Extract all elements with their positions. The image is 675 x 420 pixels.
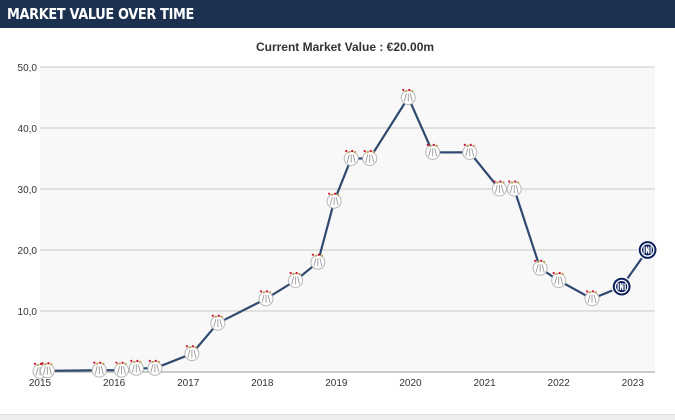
- inter-club-icon[interactable]: [611, 276, 632, 297]
- y-tick-label: 40,0: [18, 124, 38, 135]
- ajax-club-icon[interactable]: [400, 88, 416, 105]
- ajax-club-icon[interactable]: [343, 149, 359, 166]
- plot-background: [40, 67, 655, 372]
- x-tick-label: 2016: [103, 378, 126, 389]
- x-tick-label: 2015: [29, 378, 52, 389]
- ajax-club-icon[interactable]: [210, 314, 226, 331]
- x-tick-label: 2021: [473, 378, 496, 389]
- chart-title: Current Market Value : €20.00m: [255, 40, 435, 54]
- ajax-club-icon[interactable]: [147, 359, 163, 376]
- ajax-club-icon[interactable]: [310, 253, 326, 270]
- ajax-club-icon[interactable]: [506, 180, 522, 197]
- grid-layer: [40, 66, 655, 312]
- ajax-club-icon[interactable]: [462, 143, 478, 160]
- x-tick-label: 2019: [325, 378, 348, 389]
- ajax-club-icon[interactable]: [532, 259, 548, 276]
- y-tick-label: 10,0: [18, 307, 38, 318]
- footer-divider: [0, 414, 675, 420]
- ajax-club-icon[interactable]: [425, 143, 441, 160]
- inter-club-icon[interactable]: [637, 239, 658, 261]
- x-tick-label: 2020: [399, 378, 422, 389]
- ajax-club-icon[interactable]: [584, 290, 600, 307]
- ajax-club-icon[interactable]: [551, 271, 567, 288]
- header-bar: MARKET VALUE OVER TIME: [0, 0, 675, 28]
- x-tick-label: 2022: [548, 378, 571, 389]
- ajax-club-icon[interactable]: [362, 149, 378, 166]
- ajax-club-icon[interactable]: [288, 271, 304, 288]
- axis-layer: 10,0 20,0 30,0 40,0 50,0 2015 2016 2017 2018 2019…: [18, 63, 655, 389]
- x-tick-label: 2017: [177, 378, 200, 389]
- ajax-club-icon[interactable]: [91, 361, 107, 378]
- market-value-chart: 10,0 20,0 30,0 40,0 50,0 2015 2016 2017 2018 2019…: [18, 63, 658, 389]
- header-title: MARKET VALUE OVER TIME: [7, 5, 195, 23]
- ajax-club-icon[interactable]: [326, 192, 342, 209]
- x-tick-label: 2023: [622, 378, 645, 389]
- y-tick-label: 50,0: [18, 63, 38, 74]
- ajax-club-icon[interactable]: [491, 180, 507, 197]
- ajax-club-icon[interactable]: [258, 290, 274, 307]
- ajax-club-icon[interactable]: [39, 362, 55, 379]
- ajax-club-icon[interactable]: [184, 345, 200, 362]
- y-tick-label: 30,0: [18, 185, 38, 196]
- y-tick-label: 20,0: [18, 246, 38, 257]
- ajax-club-icon[interactable]: [114, 361, 130, 378]
- x-tick-label: 2018: [251, 378, 274, 389]
- ajax-club-icon[interactable]: [128, 359, 144, 376]
- marker-layer: [32, 88, 658, 379]
